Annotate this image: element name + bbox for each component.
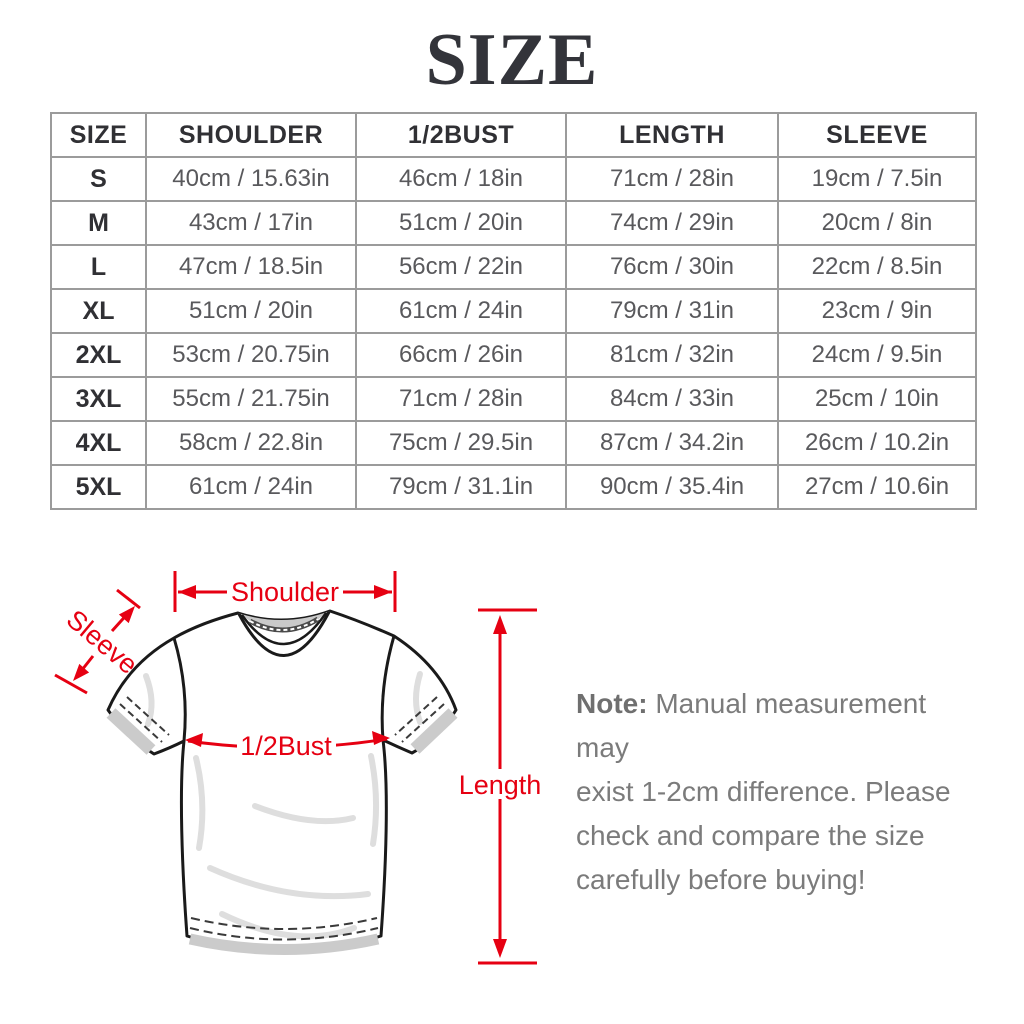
note-line: carefully before buying! [576, 864, 866, 895]
shoulder-arrow: Shoulder [173, 571, 397, 612]
header-size: SIZE [50, 112, 147, 158]
size-cell: M [50, 200, 147, 246]
hem-band [188, 933, 380, 955]
sleeve-cell: 26cm / 10.2in [777, 420, 977, 466]
tshirt-measurement-diagram: Shoulder Sleeve 1/2Bust [54, 571, 542, 965]
length-cell: 90cm / 35.4in [565, 464, 779, 510]
sleeve-cell: 22cm / 8.5in [777, 244, 977, 290]
sleeve-cell: 27cm / 10.6in [777, 464, 977, 510]
size-cell: 4XL [50, 420, 147, 466]
shoulder-cell: 58cm / 22.8in [145, 420, 357, 466]
table-row-m: M 43cm / 17in 51cm / 20in 74cm / 29in 20… [50, 200, 977, 246]
table-row-3xl: 3XL 55cm / 21.75in 71cm / 28in 84cm / 33… [50, 376, 977, 422]
shoulder-cell: 47cm / 18.5in [145, 244, 357, 290]
shoulder-cell: 51cm / 20in [145, 288, 357, 334]
sleeve-cell: 19cm / 7.5in [777, 156, 977, 202]
shoulder-cell: 55cm / 21.75in [145, 376, 357, 422]
note-text: Note: Manual measurement may exist 1-2cm… [576, 682, 984, 902]
length-cell: 79cm / 31in [565, 288, 779, 334]
bust-arrow: 1/2Bust [185, 731, 390, 761]
hem-stitches [189, 917, 379, 941]
bust-cell: 71cm / 28in [355, 376, 567, 422]
shoulder-cell: 43cm / 17in [145, 200, 357, 246]
note-line: Note: Manual measurement may [576, 688, 927, 763]
right-cuff-band [410, 708, 458, 754]
sleeve-cell: 23cm / 9in [777, 288, 977, 334]
bust-cell: 75cm / 29.5in [355, 420, 567, 466]
size-cell: 2XL [50, 332, 147, 378]
size-table: SIZE SHOULDER 1/2BUST LENGTH SLEEVE S 40… [50, 112, 977, 510]
header-shoulder: SHOULDER [145, 112, 357, 158]
bust-arrow-label: 1/2Bust [240, 731, 332, 761]
table-row-5xl: 5XL 61cm / 24in 79cm / 31.1in 90cm / 35.… [50, 464, 977, 510]
bust-cell: 66cm / 26in [355, 332, 567, 378]
length-cell: 81cm / 32in [565, 332, 779, 378]
shoulder-cell: 40cm / 15.63in [145, 156, 357, 202]
shoulder-cell: 53cm / 20.75in [145, 332, 357, 378]
sleeve-cell: 20cm / 8in [777, 200, 977, 246]
length-cell: 87cm / 34.2in [565, 420, 779, 466]
bust-cell: 61cm / 24in [355, 288, 567, 334]
length-cell: 84cm / 33in [565, 376, 779, 422]
shoulder-arrow-label: Shoulder [231, 577, 339, 607]
fabric-wrinkles [143, 671, 423, 940]
header-sleeve: SLEEVE [777, 112, 977, 158]
bust-cell: 51cm / 20in [355, 200, 567, 246]
size-table-header-row: SIZE SHOULDER 1/2BUST LENGTH SLEEVE [50, 112, 977, 158]
page-title: SIZE [425, 19, 599, 101]
length-arrow: Length [458, 608, 542, 965]
shoulder-cell: 61cm / 24in [145, 464, 357, 510]
bust-cell: 46cm / 18in [355, 156, 567, 202]
bust-cell: 56cm / 22in [355, 244, 567, 290]
length-cell: 74cm / 29in [565, 200, 779, 246]
table-row-4xl: 4XL 58cm / 22.8in 75cm / 29.5in 87cm / 3… [50, 420, 977, 466]
table-row-xl: XL 51cm / 20in 61cm / 24in 79cm / 31in 2… [50, 288, 977, 334]
sleeve-cell: 25cm / 10in [777, 376, 977, 422]
length-cell: 76cm / 30in [565, 244, 779, 290]
length-cell: 71cm / 28in [565, 156, 779, 202]
bust-cell: 79cm / 31.1in [355, 464, 567, 510]
length-arrow-label: Length [459, 770, 542, 800]
sleeve-cell: 24cm / 9.5in [777, 332, 977, 378]
size-cell: L [50, 244, 147, 290]
note-line: check and compare the size [576, 820, 925, 851]
size-cell: S [50, 156, 147, 202]
size-cell: XL [50, 288, 147, 334]
note-label: Note: [576, 688, 648, 719]
table-row-l: L 47cm / 18.5in 56cm / 22in 76cm / 30in … [50, 244, 977, 290]
tshirt-outline-drawing [106, 609, 458, 955]
note-line: exist 1-2cm difference. Please [576, 776, 951, 807]
collar [237, 611, 331, 657]
cuff-stitches [119, 696, 445, 743]
table-row-2xl: 2XL 53cm / 20.75in 66cm / 26in 81cm / 32… [50, 332, 977, 378]
size-cell: 3XL [50, 376, 147, 422]
header-length: LENGTH [565, 112, 779, 158]
size-cell: 5XL [50, 464, 147, 510]
header-bust: 1/2BUST [355, 112, 567, 158]
table-row-s: S 40cm / 15.63in 46cm / 18in 71cm / 28in… [50, 156, 977, 202]
left-cuff-band [106, 708, 156, 755]
